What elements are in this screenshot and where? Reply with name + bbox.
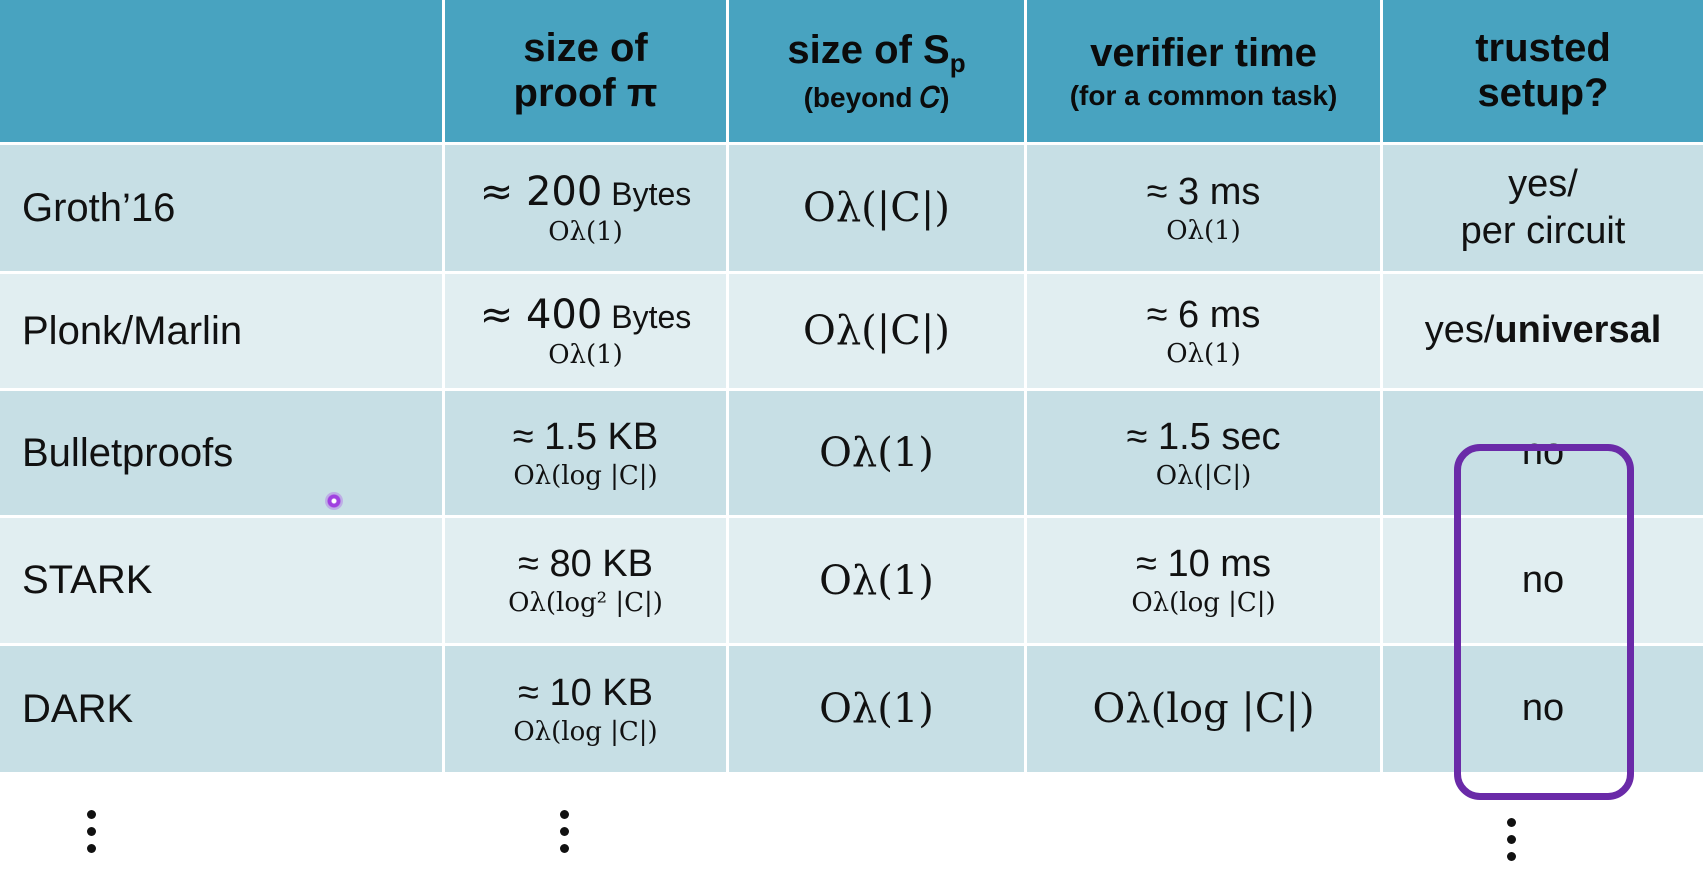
scheme-name: STARK [0,518,445,646]
trusted-setup-cell: yes/universal [1383,274,1706,391]
proof-size-cell: ≈ 80 KB Oλ(log² |C|) [445,518,729,646]
scheme-name: DARK [0,646,445,775]
header-sp-size: size of Sp (beyond 𝐶) [729,0,1027,145]
trusted-setup-cell: no [1383,646,1706,775]
verifier-time-cell: ≈ 1.5 sec Oλ(|C|) [1027,391,1383,518]
vertical-ellipsis-icon [87,810,96,853]
sp-size-cell: Oλ(1) [729,518,1027,646]
table-row: STARK ≈ 80 KB Oλ(log² |C|) Oλ(1) ≈ 10 ms… [0,518,1706,646]
sp-size-cell: Oλ(1) [729,391,1027,518]
proof-size-cell: ≈ 200 Bytes Oλ(1) [445,145,729,274]
pointer-cursor-icon [325,492,343,510]
trusted-setup-cell: no [1383,391,1706,518]
no-trusted-setup-highlight [1454,444,1634,800]
verifier-time-cell: ≈ 6 ms Oλ(1) [1027,274,1383,391]
comparison-table: size of proof π size of Sp (beyond 𝐶) ve… [0,0,1706,775]
proof-size-cell: ≈ 400 Bytes Oλ(1) [445,274,729,391]
trusted-setup-cell: yes/ per circuit [1383,145,1706,274]
header-trusted-setup: trusted setup? [1383,0,1706,145]
verifier-time-cell: Oλ(log |C|) [1027,646,1383,775]
table-row: Bulletproofs ≈ 1.5 KB Oλ(log |C|) Oλ(1) … [0,391,1706,518]
scheme-name: Plonk/Marlin [0,274,445,391]
table-row: Plonk/Marlin ≈ 400 Bytes Oλ(1) Oλ(|C|) ≈… [0,274,1706,391]
verifier-time-cell: ≈ 3 ms Oλ(1) [1027,145,1383,274]
sp-size-cell: Oλ(|C|) [729,145,1027,274]
table-row: DARK ≈ 10 KB Oλ(log |C|) Oλ(1) Oλ(log |C… [0,646,1706,775]
header-empty [0,0,445,145]
header-verifier-time: verifier time (for a common task) [1027,0,1383,145]
vertical-ellipsis-icon [1507,818,1516,861]
sp-size-cell: Oλ(|C|) [729,274,1027,391]
proof-size-cell: ≈ 1.5 KB Oλ(log |C|) [445,391,729,518]
header-proof-size: size of proof π [445,0,729,145]
scheme-name: Bulletproofs [0,391,445,518]
sp-size-cell: Oλ(1) [729,646,1027,775]
trusted-setup-cell: no [1383,518,1706,646]
scheme-name: Groth’16 [0,145,445,274]
header-row: size of proof π size of Sp (beyond 𝐶) ve… [0,0,1706,145]
verifier-time-cell: ≈ 10 ms Oλ(log |C|) [1027,518,1383,646]
table-row: Groth’16 ≈ 200 Bytes Oλ(1) Oλ(|C|) ≈ 3 m… [0,145,1706,274]
proof-size-cell: ≈ 10 KB Oλ(log |C|) [445,646,729,775]
vertical-ellipsis-icon [560,810,569,853]
